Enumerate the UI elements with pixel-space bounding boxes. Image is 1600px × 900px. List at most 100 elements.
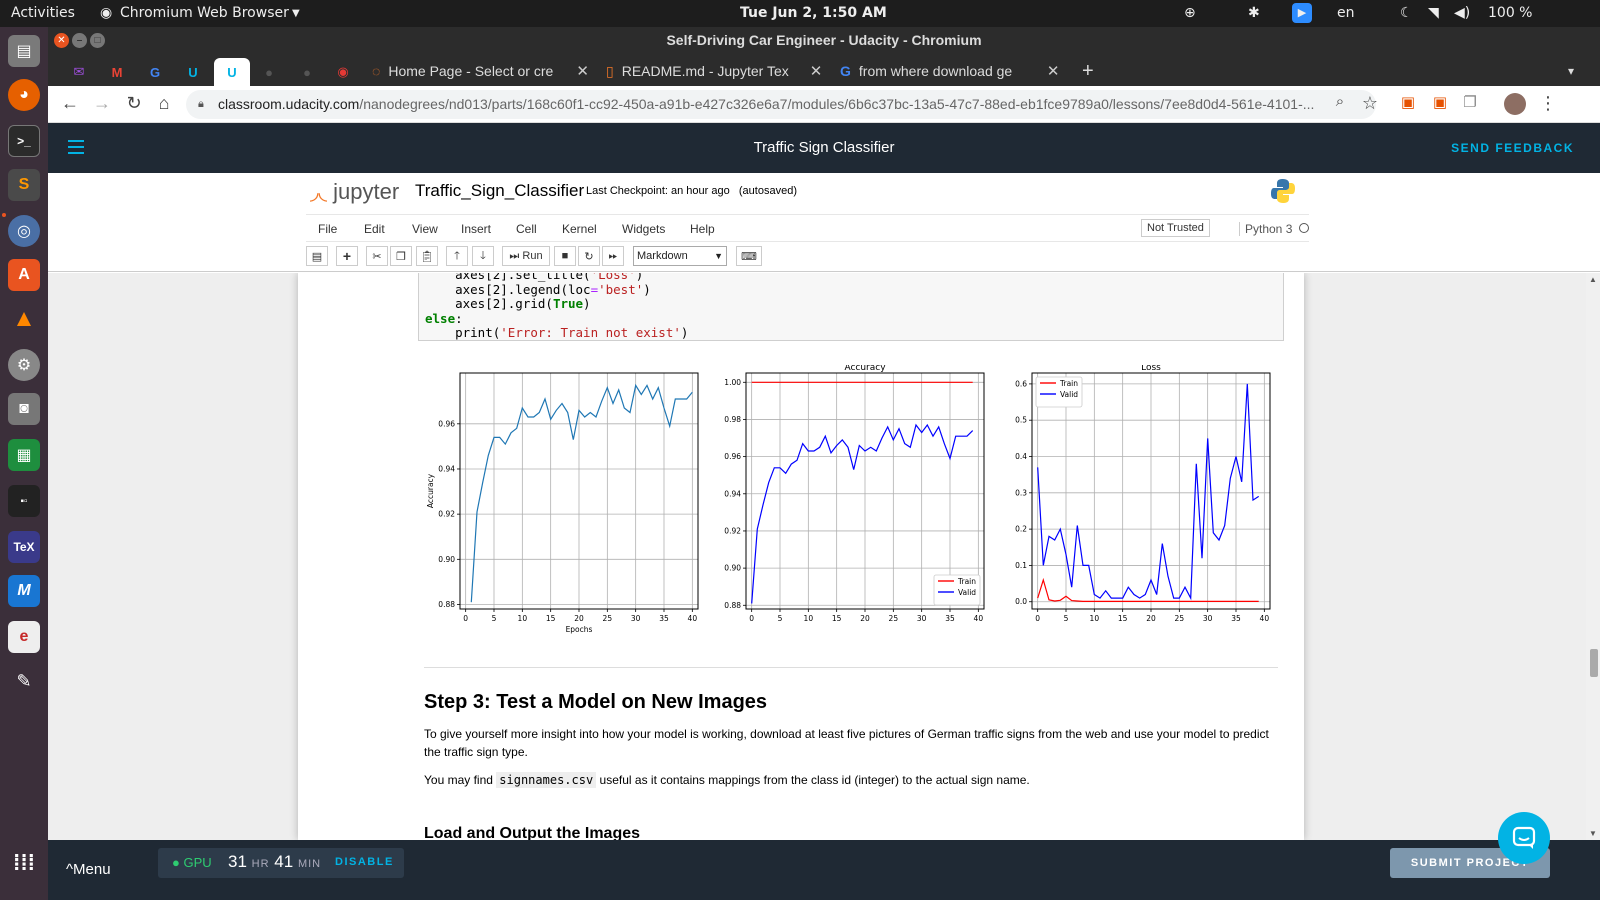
app-menu[interactable]: Chromium Web Browser [120, 5, 289, 21]
settings-icon[interactable]: ⚙ [8, 349, 40, 381]
jupyter-logo[interactable]: ◞◟ jupyter [310, 179, 400, 204]
zoom-icon[interactable]: ▶ [1292, 3, 1312, 23]
code-cell[interactable]: axes[2].set_title('Loss') axes[2].legend… [418, 273, 1284, 341]
close-window-icon[interactable]: ✕ [54, 33, 69, 48]
reload-icon[interactable]: ↻ [126, 93, 142, 113]
menu-help[interactable]: Help [690, 222, 715, 236]
x-tick-label: 10 [1090, 614, 1100, 623]
x-tick-label: 0 [1035, 614, 1040, 623]
home-icon[interactable]: ⌂ [158, 93, 170, 113]
extension-2-icon[interactable]: ▣ [1432, 94, 1448, 111]
paste-icon[interactable]: 📋︎ [416, 246, 438, 266]
chromium-icon[interactable]: ◎ [8, 215, 40, 247]
pinned-tab-github-icon[interactable]: ● [265, 64, 273, 80]
activities-button[interactable]: Activities [11, 5, 75, 21]
zoom-search-icon[interactable]: ⌕ [1335, 93, 1345, 110]
hamburger-menu-icon[interactable] [68, 140, 84, 158]
move-down-icon[interactable]: 🡓 [472, 246, 494, 266]
disable-gpu-button[interactable]: DISABLE [335, 856, 394, 868]
extension-1-icon[interactable]: ▣ [1400, 94, 1416, 111]
pinned-tab-gmail-icon[interactable]: M [111, 64, 123, 80]
spreadsheet-icon[interactable]: ▦ [8, 439, 40, 471]
pdf-reader-icon[interactable]: e [8, 621, 40, 653]
terminal-icon[interactable]: >_ [8, 125, 40, 157]
extension-3-icon[interactable]: ❐ [1463, 94, 1477, 111]
show-applications-icon[interactable]: ⁞⁞⁞ [13, 850, 35, 875]
battery-level[interactable]: 100 % [1488, 5, 1533, 21]
clock[interactable]: Tue Jun 2, 1:50 AM [740, 5, 887, 21]
stop-icon[interactable]: ■ [554, 246, 576, 266]
tab-google-search[interactable]: G from where download ge ✕ [832, 56, 1067, 86]
wifi-icon[interactable]: ◥ [1428, 5, 1439, 21]
vertical-scrollbar[interactable]: ▲ ▼ [1586, 273, 1600, 840]
forward-icon[interactable]: → [93, 93, 111, 113]
keyboard-shortcuts-icon[interactable]: ⌨ [736, 246, 762, 266]
profile-avatar[interactable] [1504, 93, 1526, 115]
texmaker-icon[interactable]: TeX [8, 531, 40, 563]
tab-readme[interactable]: ▯ README.md - Jupyter Tex ✕ [598, 56, 830, 86]
workspace-menu-button[interactable]: ^Menu [66, 861, 111, 878]
close-tab-icon[interactable]: ✕ [576, 63, 589, 80]
menu-edit[interactable]: Edit [364, 222, 385, 236]
restart-icon[interactable]: ↻ [578, 246, 600, 266]
more-options-icon[interactable]: ⋮ [1539, 93, 1557, 113]
mathcad-icon[interactable]: M [8, 575, 40, 607]
menu-file[interactable]: File [318, 222, 338, 236]
software-center-icon[interactable]: A [8, 259, 40, 291]
cut-icon[interactable]: ✂ [366, 246, 388, 266]
close-tab-icon[interactable]: ✕ [809, 63, 823, 80]
menu-widgets[interactable]: Widgets [622, 222, 666, 236]
scroll-up-icon[interactable]: ▲ [1589, 275, 1597, 284]
accessibility-icon[interactable]: ⊕ [1184, 5, 1196, 21]
vlc-icon[interactable]: ▲ [12, 305, 36, 332]
menu-cell[interactable]: Cell [516, 222, 537, 236]
bookmark-star-icon[interactable]: ☆ [1361, 93, 1379, 113]
cell-type-select[interactable]: Markdown ▼ [633, 246, 727, 266]
lock-icon[interactable]: 🔒︎ [198, 98, 204, 110]
menu-view[interactable]: View [412, 222, 438, 236]
minutes-unit: MIN [297, 858, 322, 870]
run-button[interactable]: ⏭︎ Run [502, 246, 550, 266]
restart-run-all-icon[interactable]: ⏩︎ [602, 246, 624, 266]
pinned-tab-udacity-icon[interactable]: U [188, 64, 198, 80]
scroll-down-icon[interactable]: ▼ [1589, 829, 1597, 838]
address-bar[interactable]: 🔒︎ classroom.udacity.com/nanodegrees/nd0… [186, 90, 1376, 119]
pinned-tab-mail-icon[interactable]: ✉ [73, 64, 85, 79]
volume-icon[interactable]: ◀) [1454, 5, 1471, 21]
pinned-tab-github-2-icon[interactable]: ● [303, 64, 311, 80]
new-tab-icon[interactable]: + [1082, 59, 1094, 82]
back-icon[interactable]: ← [61, 93, 79, 113]
firefox-icon[interactable]: ◕ [8, 79, 40, 111]
pinned-tab-record-icon[interactable]: ◉ [337, 64, 349, 79]
x-tick-label: 20 [574, 614, 584, 623]
files-icon[interactable]: ▤ [8, 35, 40, 67]
language-indicator[interactable]: en [1337, 5, 1355, 21]
minimize-window-icon[interactable]: – [72, 33, 87, 48]
tab-search-chevron-icon[interactable]: ▾ [1568, 64, 1575, 78]
menu-kernel[interactable]: Kernel [562, 222, 597, 236]
sublime-text-icon[interactable]: S [8, 169, 40, 201]
code-text: axes[2].legend(loc [425, 281, 591, 297]
chat-button[interactable] [1498, 812, 1550, 864]
send-feedback-link[interactable]: SEND FEEDBACK [1451, 141, 1574, 155]
trust-status-button[interactable]: Not Trusted [1141, 219, 1210, 237]
insert-cell-icon[interactable]: + [336, 246, 358, 266]
close-tab-icon[interactable]: ✕ [1046, 63, 1060, 80]
pinned-tab-translate-icon[interactable]: G [149, 64, 161, 80]
tab-home-page[interactable]: ◌ Home Page - Select or cre ✕ [364, 56, 597, 86]
maximize-window-icon[interactable]: □ [90, 33, 105, 48]
chart-3: 0 5 10 15 20 25 30 35 40 0.0 0.1 0.2 0.3 0.4 0.5 0.6 Los… [1015, 365, 1271, 623]
app-grid-small-icon[interactable]: ▪▫ [8, 485, 40, 517]
scrollbar-thumb[interactable] [1590, 649, 1598, 677]
screenshot-icon[interactable]: ◙ [8, 393, 40, 425]
pinned-tab-udacity-active-icon[interactable]: U [214, 58, 250, 86]
notebook-name[interactable]: Traffic_Sign_Classifier [415, 181, 585, 200]
gpu-hours: 31 [228, 852, 247, 871]
bluetooth-icon[interactable]: ✱ [1248, 5, 1260, 21]
save-icon[interactable]: ▤ [306, 246, 328, 266]
kernel-idle-indicator-icon [1299, 223, 1309, 233]
menu-insert[interactable]: Insert [461, 222, 492, 236]
gimp-icon[interactable]: ✎ [16, 670, 32, 691]
copy-icon[interactable]: ❐ [390, 246, 412, 266]
move-up-icon[interactable]: 🡑 [446, 246, 468, 266]
